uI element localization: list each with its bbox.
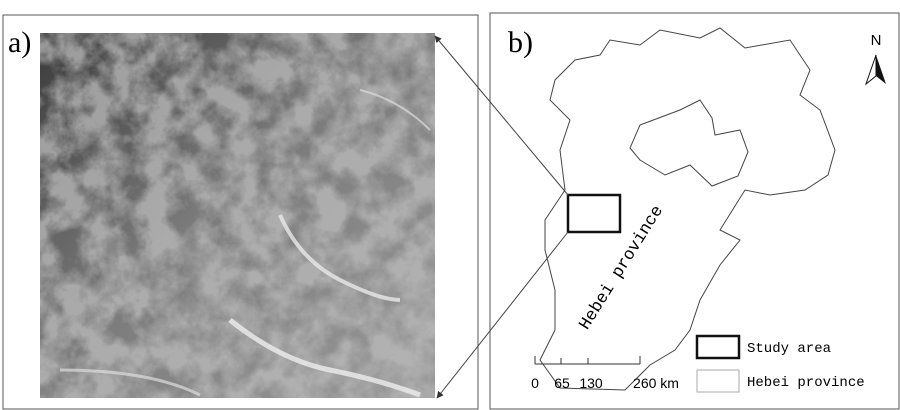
study-area-box [566,193,622,234]
panel-label: b) [508,26,533,59]
panel-label: a) [8,26,31,59]
panel-b-frame [489,12,900,410]
north-label: N [871,32,882,49]
scale-label: 260 km [633,375,679,391]
satellite-image [40,33,435,398]
scale-bar [534,356,641,365]
panel-a-frame [2,14,479,410]
legend-label: Hebei province [747,375,865,391]
legend-label: Study area [747,341,831,357]
connector-line [436,231,569,399]
hebei-outline [539,27,836,391]
scale-label: 0 [531,375,539,391]
scale-label: 130 [579,375,603,391]
scale-label: 65 [554,375,570,391]
legend-swatch [696,369,740,393]
legend-swatch [695,334,741,360]
connector-line [434,35,569,196]
north-arrow [864,54,886,86]
